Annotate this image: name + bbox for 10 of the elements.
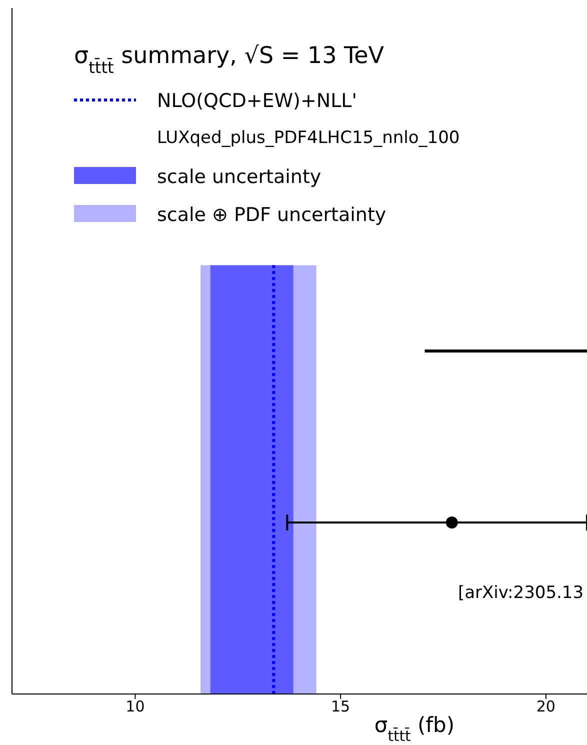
legend-label: scale uncertainty [157,166,322,188]
legend-label: NLO(QCD+EW)+NLL' [157,90,357,112]
legend-title: σ$_{tt̄tt̄}$ summary, √S = 13 TeV [74,43,384,76]
x-tick-label: 10 [126,698,145,716]
x-tick-label: 15 [331,698,350,716]
annotation: [arXiv:2305.13 [458,583,584,603]
text: LUXqed_plus_PDF4LHC15_nnlo_100 [157,128,460,148]
x-axis-title: σ$_{tt̄tt̄}$ (fb) [374,713,455,744]
legend-label: scale ⊕ PDF uncertainty [157,204,386,226]
x-tick-label: 20 [536,698,556,716]
